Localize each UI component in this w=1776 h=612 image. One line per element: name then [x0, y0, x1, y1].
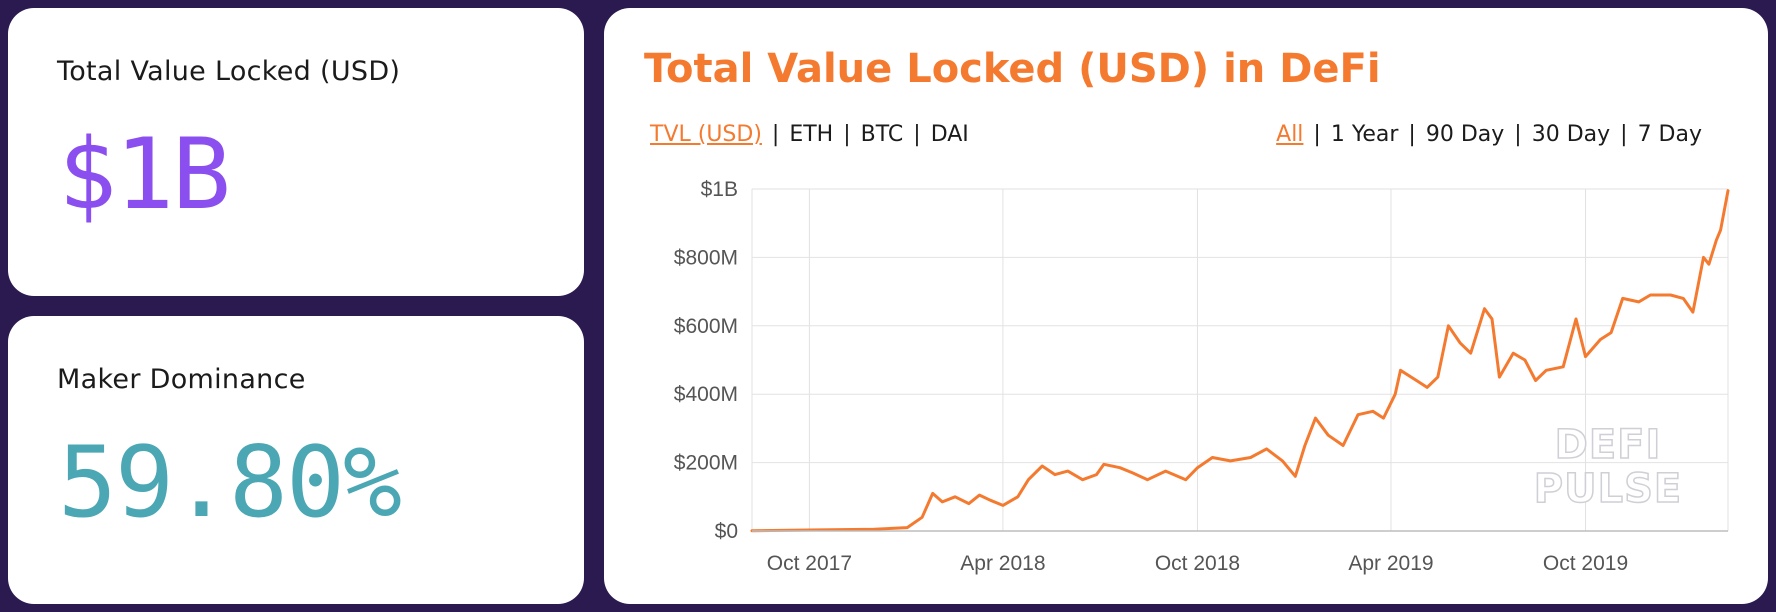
range-option-7-day[interactable]: 7 Day [1637, 122, 1702, 147]
range-option-90-day[interactable]: 90 Day [1425, 122, 1505, 147]
asset-option-btc[interactable]: BTC [860, 122, 904, 147]
asset-option-dai[interactable]: DAI [930, 122, 969, 147]
asset-option-eth[interactable]: ETH [789, 122, 834, 147]
maker-dominance-value: 59.80% [58, 426, 402, 540]
y-tick-label: $0 [715, 520, 738, 543]
y-tick-label: $600M [674, 315, 738, 338]
tvl-line-chart: $0 $200M $400M $600M $800M $1B Oct 2017 Apr 201… [674, 178, 1730, 575]
maker-dominance-card: Maker Dominance 59.80% [8, 316, 584, 604]
chart-axis-labels: $0 $200M $400M $600M $800M $1B Oct 2017 Apr 201… [674, 178, 1628, 575]
tvl-label: Total Value Locked (USD) [57, 56, 401, 87]
tvl-series-line [750, 189, 1730, 533]
chart-series [750, 189, 1730, 533]
watermark-line-2: PULSE [1534, 466, 1682, 512]
chart-title: Total Value Locked (USD) in DeFi [644, 46, 1381, 92]
range-option-30-day[interactable]: 30 Day [1531, 122, 1611, 147]
asset-selector: TVL (USD) | ETH | BTC | DAI [650, 122, 969, 147]
x-tick-label: Apr 2019 [1348, 552, 1433, 575]
range-option-1-year[interactable]: 1 Year [1330, 122, 1399, 147]
defi-pulse-watermark: DEFI PULSE [1533, 421, 1682, 513]
tvl-card: Total Value Locked (USD) $1B [8, 8, 584, 296]
y-tick-label: $200M [674, 452, 738, 475]
maker-dominance-label: Maker Dominance [57, 364, 306, 395]
x-tick-label: Oct 2018 [1155, 552, 1240, 575]
x-tick-label: Oct 2019 [1543, 552, 1628, 575]
asset-option-tvl-usd[interactable]: TVL (USD) [650, 122, 762, 147]
watermark-line-1: DEFI [1555, 422, 1662, 468]
tvl-value: $1B [58, 118, 231, 232]
range-option-all[interactable]: All [1276, 122, 1304, 147]
y-tick-label: $400M [674, 383, 738, 406]
x-tick-label: Oct 2017 [767, 552, 852, 575]
x-tick-label: Apr 2018 [960, 552, 1045, 575]
y-tick-label: $1B [701, 178, 738, 201]
range-selector: All | 1 Year | 90 Day | 30 Day | 7 Day [1276, 122, 1702, 147]
tvl-chart-card: Total Value Locked (USD) in DeFi TVL (US… [604, 8, 1768, 604]
y-tick-label: $800M [674, 246, 738, 269]
